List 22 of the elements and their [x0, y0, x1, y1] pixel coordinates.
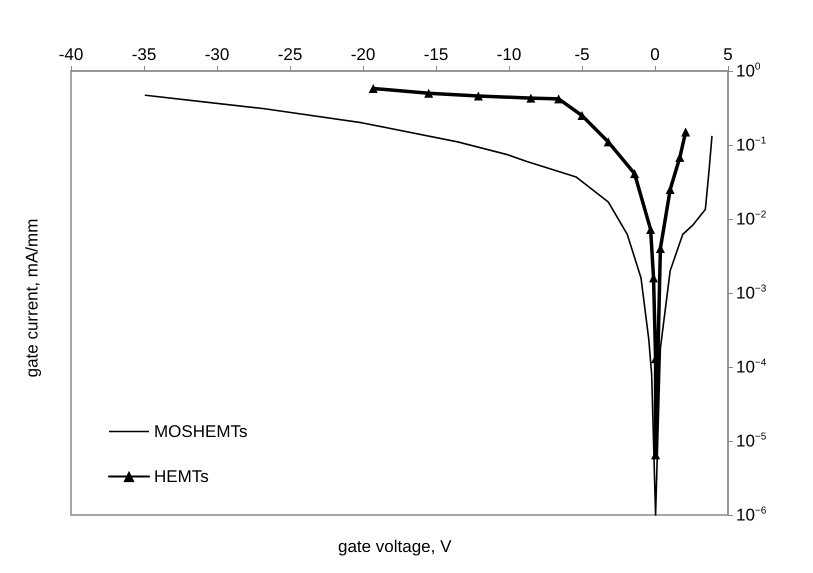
y-axis-title: gate current, mA/mm [22, 218, 42, 378]
x-tick-label: 5 [723, 45, 733, 64]
point [681, 127, 690, 136]
point [646, 225, 656, 234]
x-tick-label: -20 [350, 45, 376, 64]
legend-label: MOSHEMTs [154, 422, 248, 441]
x-tick-label: -15 [424, 45, 448, 64]
point [630, 169, 640, 178]
x-tick-label: -5 [574, 45, 590, 64]
point [474, 91, 483, 100]
x-axis-title: gate voltage, V [338, 537, 452, 556]
x-tick-label: -40 [58, 45, 84, 64]
point [526, 94, 536, 103]
point [368, 84, 378, 94]
point [554, 94, 564, 104]
legend-label: HEMTs [154, 467, 209, 486]
x-tick-label: -30 [204, 45, 230, 64]
x-tick-label: 0 [650, 45, 660, 64]
x-tick-label: -35 [132, 45, 156, 64]
x-tick-label: -25 [278, 45, 302, 64]
x-tick-label: -10 [496, 45, 522, 64]
point [424, 88, 434, 98]
